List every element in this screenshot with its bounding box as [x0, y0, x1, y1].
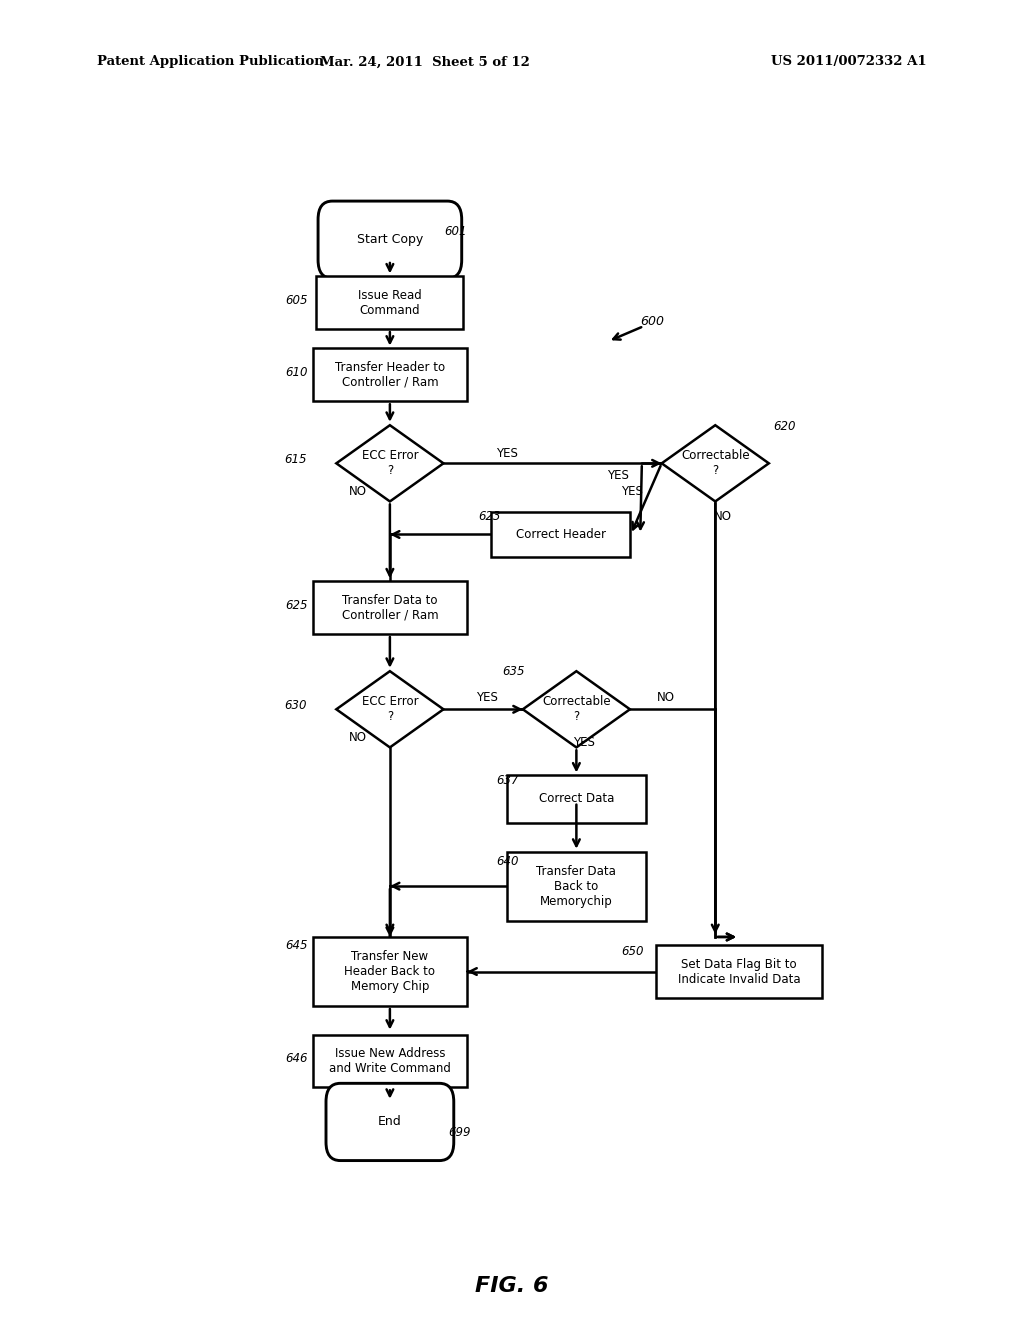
- Text: 600: 600: [640, 314, 664, 327]
- Text: YES: YES: [621, 486, 642, 498]
- Text: 640: 640: [496, 855, 518, 869]
- FancyBboxPatch shape: [507, 851, 646, 921]
- Text: YES: YES: [607, 469, 629, 482]
- Text: End: End: [378, 1115, 401, 1129]
- FancyBboxPatch shape: [312, 937, 467, 1006]
- Text: 699: 699: [447, 1126, 470, 1139]
- Text: YES: YES: [573, 737, 595, 750]
- Text: 605: 605: [286, 294, 308, 308]
- Text: YES: YES: [476, 690, 498, 704]
- Text: NO: NO: [656, 690, 675, 704]
- Text: Issue New Address
and Write Command: Issue New Address and Write Command: [329, 1047, 451, 1074]
- FancyBboxPatch shape: [316, 276, 463, 329]
- FancyBboxPatch shape: [312, 348, 467, 401]
- Text: NO: NO: [349, 731, 368, 744]
- Text: Correctable
?: Correctable ?: [542, 696, 610, 723]
- Text: 630: 630: [284, 698, 306, 711]
- Text: 637: 637: [496, 774, 518, 787]
- Text: ECC Error
?: ECC Error ?: [361, 696, 418, 723]
- Text: Correctable
?: Correctable ?: [681, 449, 750, 478]
- Text: US 2011/0072332 A1: US 2011/0072332 A1: [771, 55, 927, 69]
- Text: 650: 650: [622, 945, 644, 958]
- Text: YES: YES: [496, 446, 518, 459]
- FancyBboxPatch shape: [655, 945, 822, 998]
- FancyBboxPatch shape: [326, 1084, 454, 1160]
- Text: Transfer Header to
Controller / Ram: Transfer Header to Controller / Ram: [335, 360, 445, 389]
- FancyBboxPatch shape: [312, 1035, 467, 1088]
- Text: Start Copy: Start Copy: [356, 234, 423, 247]
- Text: 601: 601: [444, 226, 467, 238]
- Text: 645: 645: [286, 939, 308, 952]
- Text: 625: 625: [286, 599, 308, 612]
- Text: 620: 620: [773, 420, 796, 433]
- Text: 646: 646: [286, 1052, 308, 1065]
- Text: 623: 623: [478, 510, 501, 523]
- Text: Issue Read
Command: Issue Read Command: [358, 289, 422, 317]
- Polygon shape: [336, 671, 443, 747]
- Text: FIG. 6: FIG. 6: [475, 1276, 549, 1296]
- FancyBboxPatch shape: [507, 775, 646, 822]
- Text: 635: 635: [503, 665, 524, 678]
- Polygon shape: [523, 671, 630, 747]
- Text: Correct Data: Correct Data: [539, 792, 614, 805]
- FancyBboxPatch shape: [318, 201, 462, 279]
- Text: ECC Error
?: ECC Error ?: [361, 449, 418, 478]
- Text: NO: NO: [715, 510, 732, 523]
- Text: Mar. 24, 2011  Sheet 5 of 12: Mar. 24, 2011 Sheet 5 of 12: [321, 55, 529, 69]
- FancyBboxPatch shape: [492, 512, 630, 557]
- FancyBboxPatch shape: [312, 581, 467, 634]
- Text: 615: 615: [284, 453, 306, 466]
- Text: Transfer Data
Back to
Memorychip: Transfer Data Back to Memorychip: [537, 865, 616, 908]
- Text: Transfer Data to
Controller / Ram: Transfer Data to Controller / Ram: [342, 594, 438, 622]
- Text: Patent Application Publication: Patent Application Publication: [97, 55, 324, 69]
- Text: Transfer New
Header Back to
Memory Chip: Transfer New Header Back to Memory Chip: [344, 950, 435, 993]
- Text: Correct Header: Correct Header: [515, 528, 605, 541]
- Text: NO: NO: [349, 486, 368, 498]
- Polygon shape: [662, 425, 769, 502]
- Text: 610: 610: [286, 367, 308, 379]
- Text: Set Data Flag Bit to
Indicate Invalid Data: Set Data Flag Bit to Indicate Invalid Da…: [678, 957, 801, 986]
- Polygon shape: [336, 425, 443, 502]
